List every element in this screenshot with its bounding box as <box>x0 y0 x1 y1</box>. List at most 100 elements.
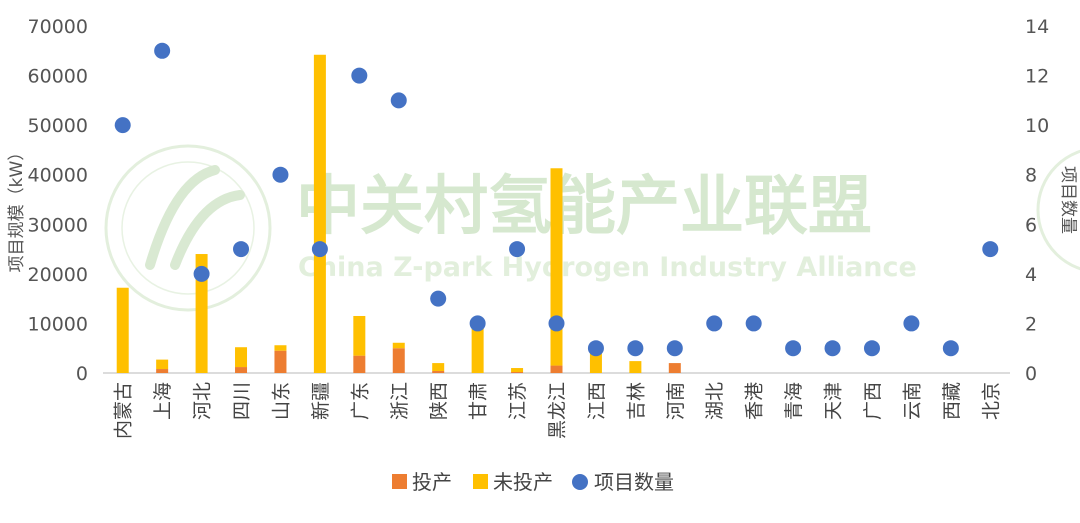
y-left-tick-label: 10000 <box>28 313 88 335</box>
bar-produced <box>156 369 169 373</box>
bar-produced <box>550 365 563 373</box>
y-left-tick-label: 30000 <box>28 214 88 236</box>
legend-swatch-unproduced <box>473 474 488 489</box>
point-project-count <box>509 241 526 258</box>
bar-produced <box>235 367 248 373</box>
category-label: 江苏 <box>507 382 529 420</box>
y-left-tick-label: 60000 <box>28 66 88 88</box>
category-label: 陕西 <box>428 382 450 420</box>
point-project-count <box>548 315 565 332</box>
legend-swatch-project-count <box>572 474 588 490</box>
category-label: 云南 <box>901 382 923 420</box>
bar-unproduced <box>235 347 248 368</box>
category-label: 江西 <box>586 382 608 420</box>
bar-produced <box>274 350 287 373</box>
point-project-count <box>469 315 486 332</box>
bar-produced <box>392 348 405 373</box>
y-left-tick-label: 70000 <box>28 16 88 38</box>
bar-unproduced <box>116 287 129 373</box>
y-right-tick-label: 6 <box>1025 214 1037 236</box>
y-right-tick-label: 10 <box>1025 115 1049 137</box>
bar-produced <box>511 372 524 373</box>
category-label: 内蒙古 <box>113 382 135 439</box>
watermark-logo-ring-right <box>1036 149 1080 271</box>
bar-unproduced <box>313 54 326 373</box>
category-label: 新疆 <box>310 382 332 420</box>
bar-unproduced <box>195 254 208 373</box>
category-label: 浙江 <box>389 382 411 420</box>
bar-produced <box>353 355 366 373</box>
category-labels: 内蒙古 上海 河北 四川 山东 新疆 广东 浙江 陕西 甘肃 江苏 黑龙江 江西 吉林 河南 湖北 香港 青海 天津… <box>113 382 1003 439</box>
point-project-count <box>351 67 368 84</box>
bar-unproduced <box>589 353 602 373</box>
category-label: 上海 <box>152 382 174 420</box>
scatter-points <box>114 42 999 357</box>
legend-label-produced: 投产 <box>412 470 452 494</box>
bar-unproduced <box>274 345 287 351</box>
category-label: 河北 <box>192 382 214 420</box>
watermark: 中关村氢能产业联盟 China Z-park Hydrogen Industry… <box>104 144 1080 312</box>
category-label: 青海 <box>783 382 805 420</box>
bar-unproduced <box>629 361 642 373</box>
category-label: 甘肃 <box>468 382 490 420</box>
y-left-tick-label: 20000 <box>28 264 88 286</box>
y-right-tick-label: 0 <box>1025 363 1037 385</box>
point-project-count <box>154 42 171 59</box>
y-left-axis-title: 项目规模（kW） <box>7 144 27 273</box>
category-label: 香港 <box>744 382 766 420</box>
y-left-tick-label: 40000 <box>28 165 88 187</box>
bar-unproduced <box>353 315 366 356</box>
y-right-tick-label: 2 <box>1025 313 1037 335</box>
category-label: 天津 <box>823 382 845 420</box>
watermark-logo-ring <box>104 144 272 312</box>
watermark-logo-mark <box>145 165 245 270</box>
y-right-tick-label: 14 <box>1025 16 1049 38</box>
category-label: 河南 <box>665 382 687 420</box>
y-left-tick-label: 50000 <box>28 115 88 137</box>
category-label: 广西 <box>862 382 884 420</box>
point-project-count <box>627 340 644 357</box>
point-project-count <box>233 241 250 258</box>
y-right-tick-label: 8 <box>1025 165 1037 187</box>
bar-unproduced <box>156 359 169 370</box>
legend-label-project-count: 项目数量 <box>594 470 674 494</box>
point-project-count <box>311 241 328 258</box>
bar-unproduced <box>392 342 405 349</box>
watermark-text-cn: 中关村氢能产业联盟 <box>296 170 872 244</box>
point-project-count <box>903 315 920 332</box>
category-label: 广东 <box>349 382 371 420</box>
category-label: 黑龙江 <box>547 382 569 439</box>
point-project-count <box>706 315 723 332</box>
legend: 投产 未投产 项目数量 <box>392 470 674 494</box>
point-project-count <box>114 117 131 134</box>
watermark-logo-ring-inner <box>121 161 255 295</box>
bar-produced <box>668 363 681 373</box>
y-left-tick-label: 0 <box>76 363 88 385</box>
legend-swatch-produced <box>392 474 407 489</box>
watermark-text-en: China Z-park Hydrogen Industry Alliance <box>298 252 917 283</box>
category-label: 山东 <box>270 382 292 420</box>
point-project-count <box>430 290 447 307</box>
category-label: 北京 <box>980 382 1002 420</box>
bar-unproduced <box>550 168 563 366</box>
point-project-count <box>745 315 762 332</box>
point-project-count <box>587 340 604 357</box>
point-project-count <box>193 265 210 282</box>
bar-unproduced <box>432 363 445 372</box>
y-right-axis-title: 项目数量 <box>1058 166 1078 234</box>
axes: 0 10000 20000 30000 40000 50000 60000 70000 0 2 4 6… <box>28 16 1050 385</box>
bar-produced <box>432 371 445 373</box>
point-project-count <box>824 340 841 357</box>
point-project-count <box>390 92 407 109</box>
category-label: 湖北 <box>704 382 726 420</box>
y-right-tick-label: 4 <box>1025 264 1037 286</box>
point-project-count <box>272 166 289 183</box>
bar-unproduced <box>511 368 524 373</box>
point-project-count <box>785 340 802 357</box>
point-project-count <box>863 340 880 357</box>
bar-unproduced <box>471 324 484 373</box>
category-label: 西藏 <box>941 382 963 420</box>
category-label: 四川 <box>231 382 253 420</box>
